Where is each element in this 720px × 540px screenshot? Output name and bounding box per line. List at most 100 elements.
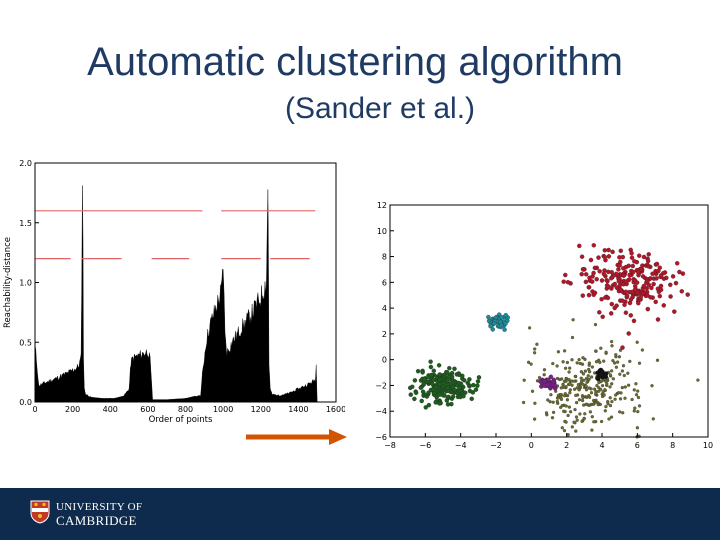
scatter-point [551, 400, 555, 404]
scatter-point [658, 273, 664, 278]
scatter-point [555, 399, 559, 404]
scatter-point [646, 264, 651, 269]
scatter-point [567, 377, 571, 382]
scatter-point [521, 400, 526, 405]
scatter-point [498, 319, 503, 325]
scatter-point [609, 369, 614, 373]
scatter-point [561, 279, 566, 284]
scatter-point [653, 299, 658, 305]
scatter-point [444, 398, 450, 403]
scatter-point [522, 378, 526, 382]
scatter-point [630, 397, 634, 402]
scatter-point [503, 321, 508, 326]
scatter-point [499, 314, 504, 320]
scatter-point [603, 388, 607, 392]
scatter-point [598, 360, 602, 365]
scatter-point [538, 379, 543, 384]
scatter-point [618, 397, 623, 401]
scatter-point [628, 313, 634, 318]
scatter-point [586, 285, 592, 290]
scatter-point [560, 426, 564, 430]
scatter-point [606, 254, 612, 259]
y-axis-label: Reachability-distance [3, 237, 13, 328]
scatter-point [608, 311, 614, 316]
arrow-head [329, 429, 347, 445]
scatter-point [559, 405, 563, 410]
scatter-point [620, 345, 625, 350]
scatter-point [594, 276, 599, 282]
university-crest-icon [30, 500, 50, 524]
cluster-group [595, 367, 609, 382]
scatter-point [601, 271, 607, 277]
scatter-point [597, 374, 602, 379]
x-tick-label: 2 [564, 441, 569, 450]
scatter-point [546, 398, 550, 402]
scatter-point [585, 380, 589, 384]
scatter-point [563, 392, 567, 396]
scatter-point [426, 390, 431, 395]
scatter-point [426, 374, 431, 380]
scatter-point [612, 361, 617, 365]
scatter-point [599, 387, 603, 392]
scatter-point [561, 360, 565, 364]
scatter-point [680, 271, 686, 276]
scatter-point [615, 360, 620, 364]
scatter-point [423, 405, 429, 410]
scatter-point [618, 372, 622, 376]
scatter-point [608, 373, 613, 377]
scatter-point [648, 295, 653, 300]
scatter-point [577, 398, 582, 402]
scatter-point [570, 425, 574, 429]
scatter-point [437, 381, 443, 387]
scatter-point [488, 323, 493, 329]
y-tick-label: 0.5 [19, 338, 32, 347]
scatter-point [542, 368, 547, 372]
x-tick-label: 10 [703, 441, 713, 450]
scatter-point [605, 295, 611, 301]
scatter-point [436, 363, 442, 368]
scatter-point [422, 377, 427, 382]
scatter-point [602, 248, 608, 253]
scatter-point [550, 416, 555, 420]
scatter-point [556, 350, 561, 354]
scatter-point [608, 276, 614, 281]
scatter-point [456, 380, 461, 386]
scatter-point [611, 377, 615, 381]
scatter-point [668, 294, 673, 299]
scatter-point [574, 393, 578, 398]
scatter-point [612, 281, 618, 287]
scatter-point [433, 400, 438, 405]
scatter-point [415, 368, 421, 374]
scatter-point [437, 377, 442, 382]
scatter-point [599, 278, 605, 283]
scatter-point [626, 277, 632, 282]
scatter-point [413, 390, 419, 396]
scatter-point [621, 364, 626, 368]
x-tick-label: 400 [103, 405, 118, 414]
scatter-point [626, 371, 630, 375]
scatter-point [450, 394, 456, 399]
scatter-point [429, 372, 434, 378]
scatter-point [571, 318, 575, 322]
scatter-point [674, 261, 680, 266]
scatter-point [628, 359, 632, 364]
scatter-point [590, 415, 594, 419]
scatter-point [471, 382, 476, 388]
scatter-point [620, 369, 625, 373]
scatter-point [530, 389, 535, 393]
x-tick-label: 1000 [213, 405, 233, 414]
x-tick-label: −2 [490, 441, 502, 450]
scatter-point [594, 391, 598, 396]
scatter-point [622, 302, 627, 308]
scatter-point [629, 255, 635, 260]
scatter-point [412, 396, 417, 402]
scatter-point [658, 287, 664, 293]
scatter-point [627, 273, 633, 278]
scatter-point [420, 370, 425, 375]
scatter-point [441, 393, 446, 398]
scatter-point [620, 298, 625, 303]
scatter-point [600, 314, 605, 320]
scatter-point [617, 263, 622, 268]
scatter-point [633, 406, 637, 410]
scatter-point [537, 375, 542, 380]
